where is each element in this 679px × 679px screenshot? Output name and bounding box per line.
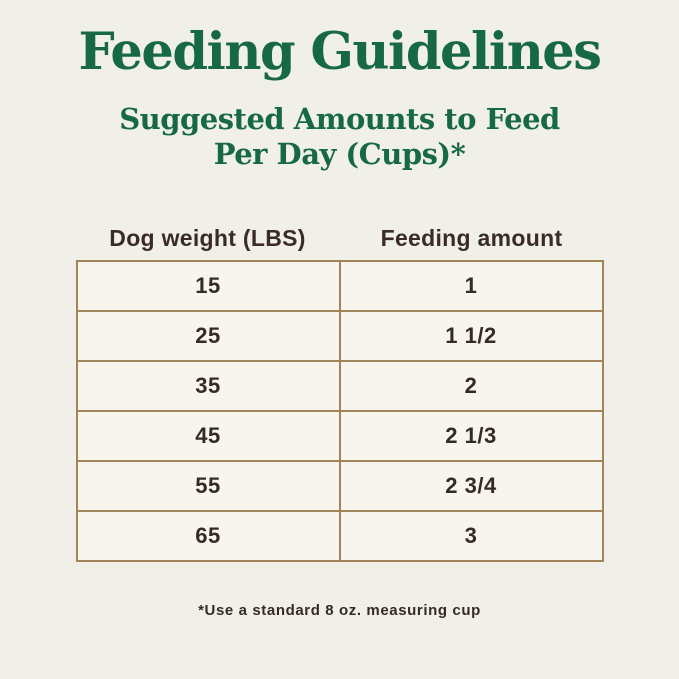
subtitle-line-2: Per Day (Cups)*: [213, 136, 466, 171]
table-column-headers: Dog weight (LBS) Feeding amount: [76, 225, 604, 252]
cell-dog-weight: 45: [75, 410, 341, 463]
cell-dog-weight: 35: [75, 360, 341, 413]
cell-feeding-amount: 3: [338, 510, 604, 563]
table-row: 55 2 3/4: [75, 460, 604, 513]
table-row: 25 1 1/2: [75, 310, 604, 363]
cell-feeding-amount: 2 1/3: [338, 410, 604, 463]
page-title: Feeding Guidelines: [78, 22, 602, 82]
cell-dog-weight: 55: [75, 460, 341, 513]
subtitle-line-1: Suggested Amounts to Feed: [119, 101, 560, 136]
cell-feeding-amount: 2 3/4: [338, 460, 604, 513]
cell-dog-weight: 65: [75, 510, 341, 563]
table-row: 35 2: [75, 360, 604, 413]
feeding-table: 15 1 25 1 1/2 35 2 45 2 1/3 55 2 3/4 65 …: [75, 260, 604, 563]
cell-feeding-amount: 1 1/2: [338, 310, 604, 363]
cell-dog-weight: 15: [75, 260, 341, 313]
page-subtitle: Suggested Amounts to Feed Per Day (Cups)…: [0, 102, 679, 173]
cell-feeding-amount: 1: [338, 260, 604, 313]
table-row: 65 3: [75, 510, 604, 563]
column-header-feeding-amount: Feeding amount: [380, 225, 563, 252]
table-row: 15 1: [75, 260, 604, 313]
cell-feeding-amount: 2: [338, 360, 604, 413]
cell-dog-weight: 25: [75, 310, 341, 363]
table-row: 45 2 1/3: [75, 410, 604, 463]
column-header-dog-weight: Dog weight (LBS): [109, 225, 306, 252]
measuring-cup-footnote: *Use a standard 8 oz. measuring cup: [198, 602, 481, 620]
